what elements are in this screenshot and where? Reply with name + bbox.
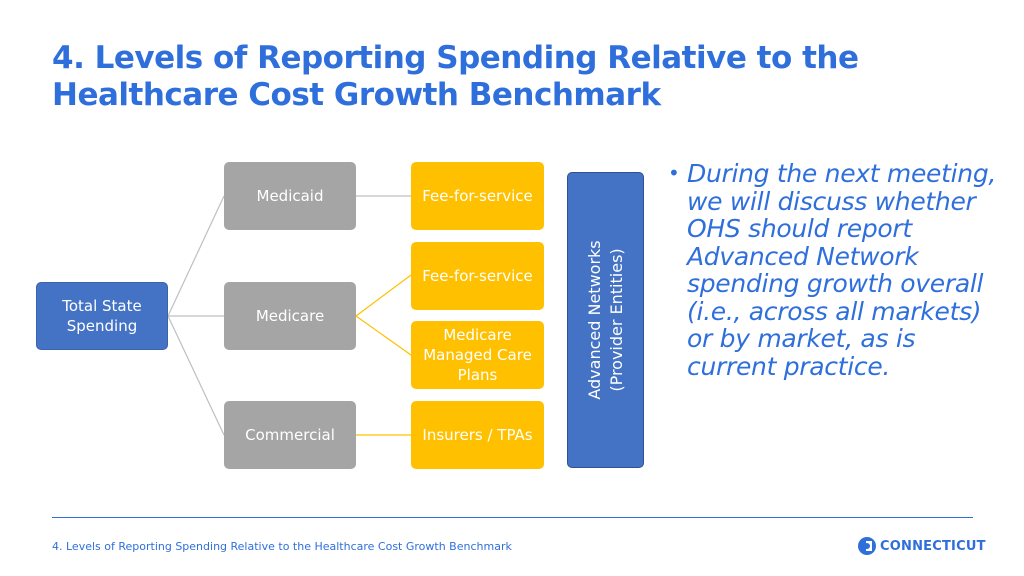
connector-root-medicaid	[167, 195, 225, 317]
connecticut-logo-icon	[858, 537, 876, 555]
connecticut-logo-text: CONNECTICUT	[880, 538, 986, 554]
medicare-fee-for-service-box: Fee-for-service	[411, 242, 544, 310]
bullet-dot-icon: •	[668, 161, 680, 185]
insurers-tpas-label: Insurers / TPAs	[422, 426, 533, 444]
connector-root-commercial	[167, 315, 225, 436]
medicare-label: Medicare	[255, 307, 325, 325]
advanced-networks-label: Advanced Networks (Provider Entities)	[584, 240, 628, 399]
medicare-managed-care-box: Medicare Managed Care Plans	[411, 321, 544, 389]
bullet-line-6: (i.e., across all markets)	[687, 296, 982, 326]
bullet-line-5: spending growth overall	[687, 269, 984, 298]
medicaid-fee-for-service-label: Fee-for-service	[422, 187, 533, 205]
total-state-spending-label: Total State Spending	[62, 297, 142, 335]
medicare-box: Medicare	[224, 282, 356, 350]
bullet-line-2: we will discuss whether	[687, 186, 976, 216]
advanced-networks-line-1: Advanced Networks	[584, 240, 604, 400]
advanced-networks-box: Advanced Networks (Provider Entities)	[567, 172, 644, 468]
connector-medicare-ffs	[355, 274, 412, 317]
connector-medicare-managed-care	[355, 315, 412, 356]
footer-title: 4. Levels of Reporting Spending Relative…	[52, 540, 512, 553]
medicaid-box: Medicaid	[224, 162, 356, 230]
medicaid-label: Medicaid	[256, 187, 324, 205]
medicaid-fee-for-service-box: Fee-for-service	[411, 162, 544, 230]
bullet-line-4: Advanced Network	[687, 241, 919, 271]
medicare-managed-care-line-1: Medicare	[443, 326, 512, 344]
bullet-text: During the next meeting, we will discuss…	[668, 160, 1008, 380]
total-state-spending-box: Total State Spending	[36, 282, 168, 350]
bullet-line-7: or by market, as is	[687, 324, 916, 353]
bullet-line-8: current practice.	[687, 351, 891, 381]
connecticut-logo: CONNECTICUT	[858, 536, 986, 556]
slide-title-line-2: Healthcare Cost Growth Benchmark	[52, 77, 661, 113]
commercial-label: Commercial	[245, 426, 335, 444]
advanced-networks-line-2: (Provider Entities)	[606, 248, 626, 392]
bullet-line-3: OHS should report	[687, 214, 912, 243]
slide-title: 4. Levels of Reporting Spending Relative…	[52, 40, 952, 114]
discussion-bullet: • During the next meeting, we will discu…	[668, 160, 1008, 380]
footer-divider	[52, 517, 973, 518]
commercial-box: Commercial	[224, 401, 356, 469]
medicare-fee-for-service-label: Fee-for-service	[422, 267, 533, 285]
bullet-line-1: During the next meeting,	[687, 159, 997, 188]
medicare-managed-care-line-3: Plans	[457, 366, 498, 384]
insurers-tpas-box: Insurers / TPAs	[411, 401, 544, 469]
slide-title-line-1: 4. Levels of Reporting Spending Relative…	[52, 40, 859, 76]
medicare-managed-care-line-2: Managed Care	[423, 346, 532, 364]
